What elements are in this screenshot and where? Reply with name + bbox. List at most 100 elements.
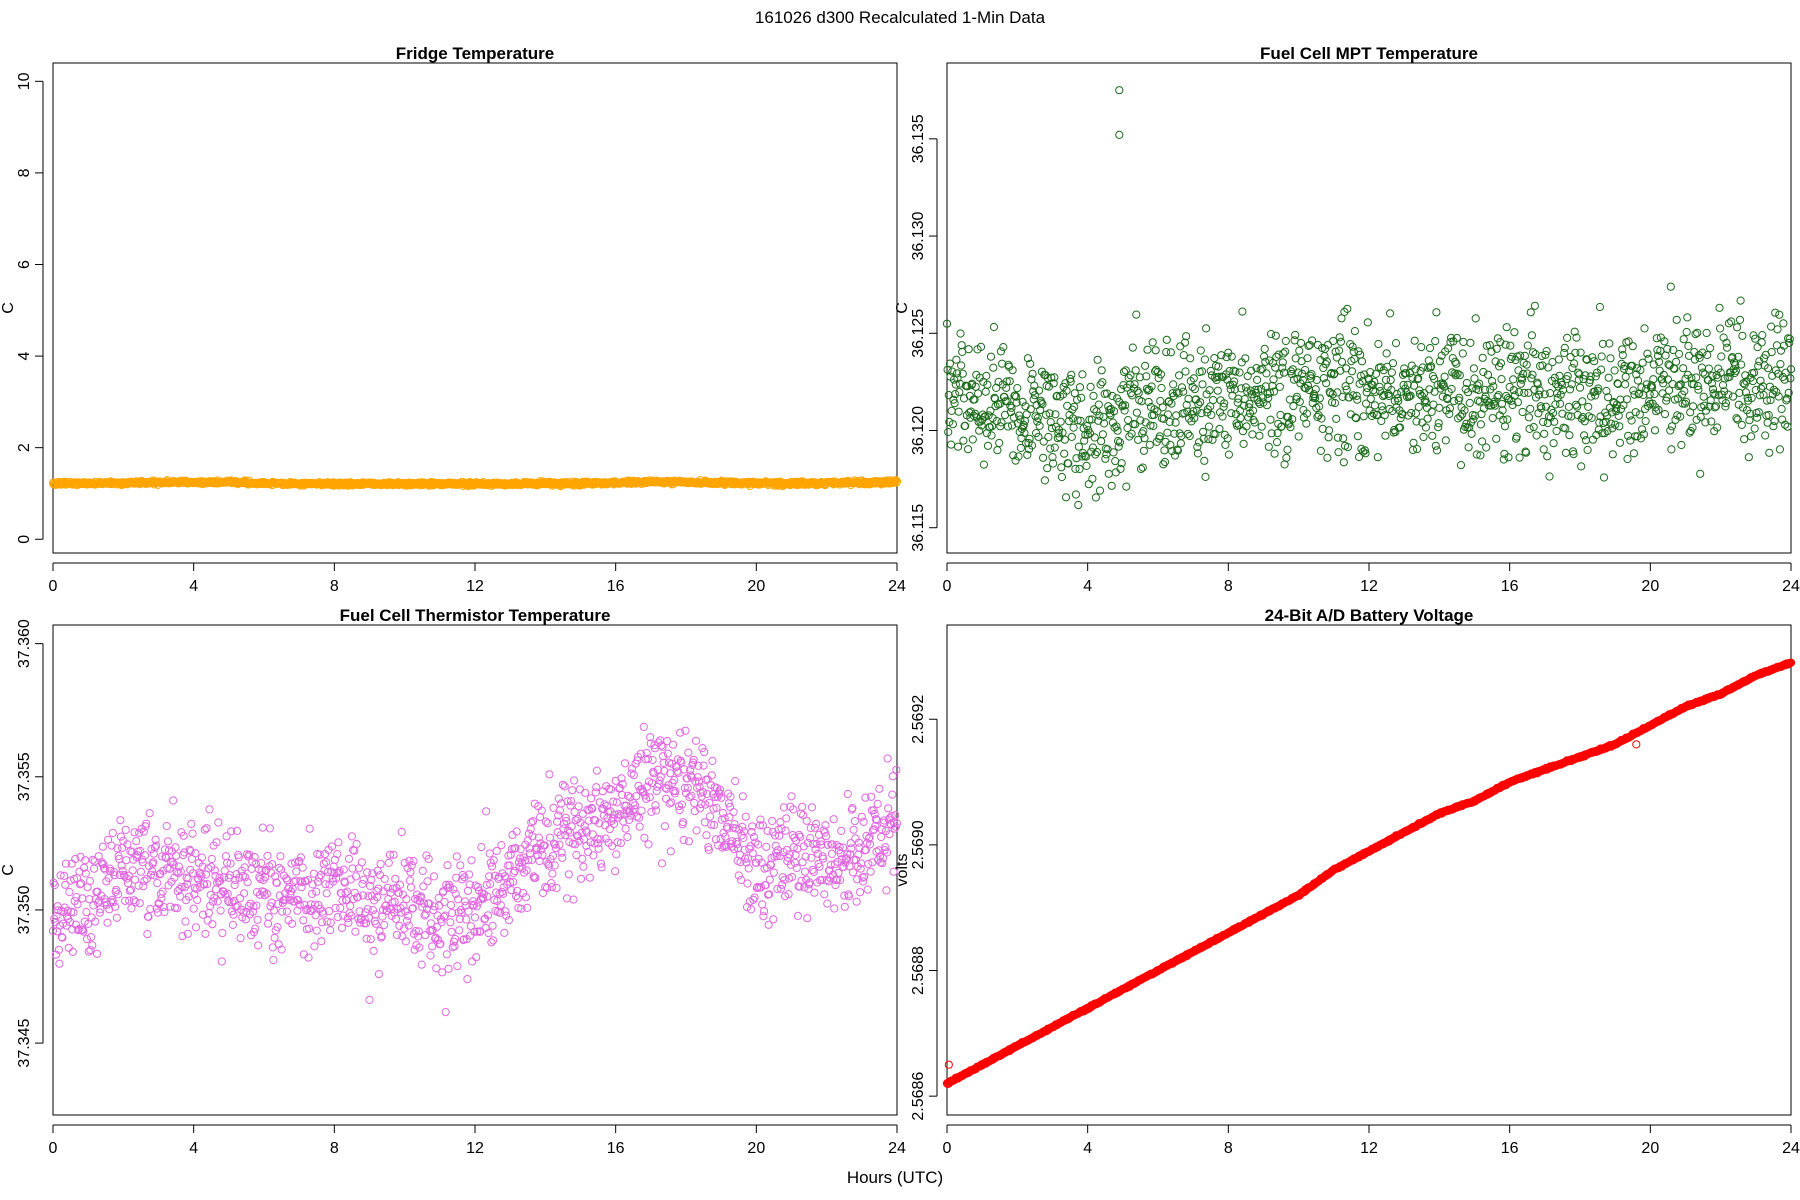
data-point: [947, 406, 956, 415]
data-point: [823, 840, 832, 849]
data-point: [463, 886, 473, 895]
data-point: [1666, 426, 1675, 435]
data-point: [660, 822, 670, 831]
data-point: [1655, 357, 1664, 366]
data-point: [775, 831, 784, 840]
data-point: [1202, 390, 1211, 399]
data-point: [545, 770, 554, 779]
data-point: [506, 878, 515, 887]
data-point: [253, 915, 262, 924]
data-point: [1622, 395, 1632, 404]
data-point: [203, 880, 212, 889]
data-point: [1711, 402, 1721, 411]
data-point: [636, 749, 646, 759]
data-point: [1401, 369, 1411, 378]
data-point: [1406, 391, 1415, 400]
data-point: [429, 906, 438, 915]
data-point: [111, 902, 120, 911]
data-point: [804, 884, 813, 893]
data-point: [158, 887, 167, 896]
data-point: [459, 935, 468, 944]
data-point: [114, 852, 123, 861]
data-point: [77, 879, 86, 888]
data-point: [1218, 412, 1227, 421]
data-point: [1623, 454, 1632, 464]
data-point: [594, 844, 603, 853]
data-point: [869, 806, 878, 815]
data-point: [335, 866, 344, 876]
data-point: [1241, 354, 1250, 363]
data-point: [402, 895, 411, 904]
data-point: [1155, 432, 1164, 441]
data-point: [134, 881, 143, 890]
data-point: [310, 900, 320, 909]
data-point: [884, 804, 893, 813]
data-point: [150, 871, 159, 880]
data-point: [555, 840, 564, 849]
data-point: [176, 867, 185, 876]
data-point: [397, 827, 406, 837]
data-point: [1215, 424, 1224, 433]
data-point: [1067, 370, 1076, 379]
data-point: [891, 811, 900, 820]
x-tick-label: 20: [747, 578, 765, 595]
data-point: [1431, 441, 1440, 450]
data-point: [1285, 395, 1295, 404]
data-point: [127, 904, 136, 913]
data-point: [1473, 381, 1482, 390]
data-point: [1761, 431, 1770, 440]
data-point: [1560, 343, 1569, 352]
data-point: [1080, 451, 1089, 460]
data-point: [715, 785, 725, 794]
data-point: [974, 389, 983, 398]
data-point: [293, 896, 303, 905]
data-point: [1085, 429, 1095, 438]
data-point: [1766, 396, 1775, 405]
data-point: [1236, 413, 1245, 423]
data-point: [1560, 348, 1569, 358]
data-point: [1551, 380, 1561, 389]
data-point: [1379, 392, 1388, 401]
data-point: [592, 766, 602, 775]
data-point: [1214, 372, 1224, 381]
data-point: [642, 794, 651, 803]
data-point: [789, 805, 798, 814]
data-point: [1407, 408, 1416, 418]
data-point: [1324, 433, 1333, 442]
data-point: [1271, 331, 1280, 340]
data-point: [1523, 341, 1532, 350]
data-point: [1546, 389, 1555, 398]
data-point: [1168, 447, 1177, 456]
data-point: [1541, 350, 1550, 359]
data-point: [144, 912, 153, 922]
data-point: [1098, 378, 1107, 387]
data-point: [1776, 360, 1785, 369]
data-point: [982, 371, 991, 380]
data-point: [715, 789, 724, 798]
data-point: [1603, 427, 1612, 436]
data-point: [1410, 381, 1419, 390]
data-point: [1325, 426, 1334, 435]
data-point: [323, 917, 332, 926]
data-point: [405, 856, 414, 865]
data-point: [1548, 408, 1558, 418]
data-point: [1569, 450, 1578, 459]
data-point: [1193, 449, 1203, 458]
data-point: [1483, 370, 1493, 379]
data-point: [1235, 368, 1244, 377]
data-point: [1141, 361, 1150, 370]
data-point: [388, 884, 397, 893]
data-point: [327, 842, 337, 851]
data-point: [395, 921, 404, 931]
data-point: [511, 892, 521, 901]
data-point: [1177, 383, 1187, 392]
data-point: [436, 939, 445, 949]
data-point: [1361, 449, 1370, 458]
data-point: [366, 881, 375, 891]
data-point: [125, 896, 134, 905]
data-point: [646, 733, 655, 742]
data-point: [626, 811, 636, 820]
data-point: [282, 907, 291, 916]
data-point: [1522, 448, 1531, 457]
data-point: [1381, 431, 1390, 440]
